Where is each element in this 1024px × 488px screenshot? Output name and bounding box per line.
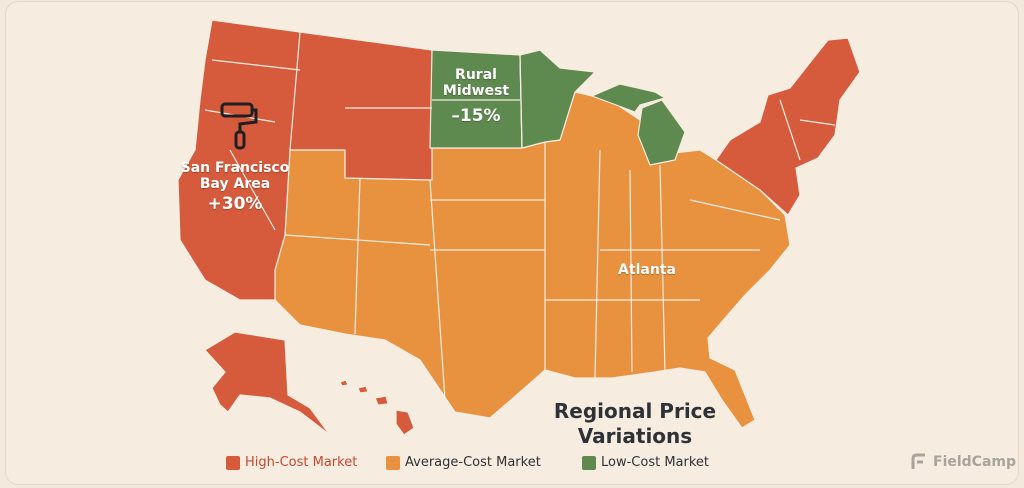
legend-label-high: High-Cost Market [245, 455, 358, 470]
title-line1: Regional Price [553, 399, 717, 423]
map-title: Regional Price Variations [545, 399, 725, 449]
legend-low: Low-Cost Market [582, 455, 709, 470]
title-line2: Variations [577, 424, 693, 448]
label-rural-midwest: Rural Midwest –15% [434, 67, 518, 127]
midwest-value: –15% [451, 106, 501, 127]
brand-name: FieldCamp [933, 454, 1017, 470]
sf-name-line2: Bay Area [199, 176, 271, 193]
brand-logo: FieldCamp [910, 453, 1016, 471]
legend-label-average: Average-Cost Market [405, 455, 541, 470]
midwest-name-line2: Midwest [442, 83, 510, 100]
fieldcamp-icon [911, 453, 925, 469]
state-borders [204, 31, 836, 401]
midwest-name-line1: Rural [455, 67, 497, 83]
region-low-michigan [591, 83, 686, 166]
legend-label-low: Low-Cost Market [601, 455, 710, 470]
label-atlanta: Atlanta [618, 262, 676, 278]
paint-roller-icon [220, 102, 258, 150]
region-hawaii [339, 379, 415, 436]
legend-swatch-high [226, 455, 240, 470]
region-low-minnesota [519, 49, 596, 149]
label-san-francisco: San Francisco Bay Area +30% [180, 160, 290, 215]
sf-value: +30% [207, 194, 263, 215]
legend-swatch-average [386, 455, 400, 470]
sf-name-line1: San Francisco [180, 160, 290, 176]
region-high-west [177, 19, 433, 301]
region-alaska [204, 331, 331, 436]
legend-high: High-Cost Market [226, 455, 357, 470]
legend-swatch-low [582, 455, 596, 470]
legend-average: Average-Cost Market [386, 455, 541, 470]
region-high-northeast [715, 37, 861, 216]
